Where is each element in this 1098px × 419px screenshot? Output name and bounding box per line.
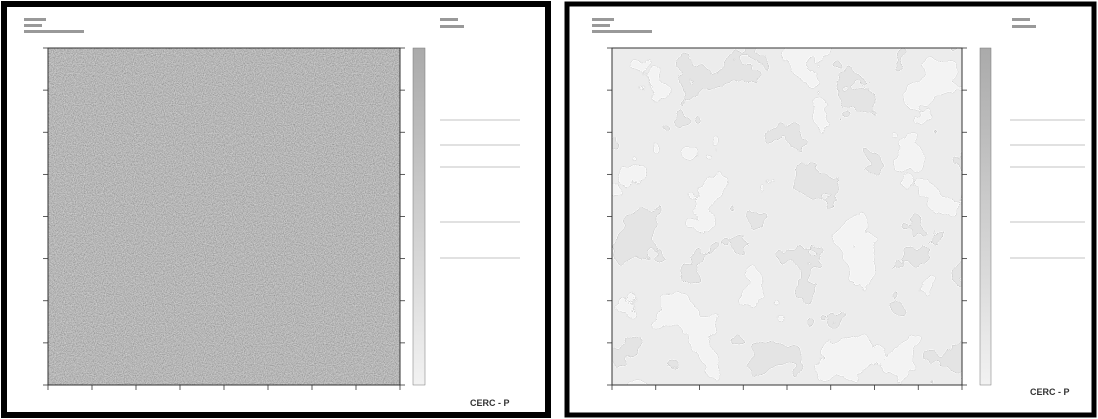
info-rules: [440, 119, 520, 259]
stamp: CERC - P: [470, 398, 510, 408]
header-text-lines: [592, 18, 1036, 33]
colorbar: [412, 47, 426, 386]
header-text-lines: [24, 18, 464, 33]
colorbar: [979, 47, 992, 386]
contour-map: [612, 48, 962, 385]
left-panel: CERC - P: [1, 1, 551, 418]
tick-marks: [43, 47, 967, 390]
stamp: CERC - P: [1030, 387, 1070, 397]
info-rules: [1010, 119, 1085, 259]
right-panel: CERC - P: [564, 1, 1097, 418]
texture-map: [48, 48, 400, 385]
